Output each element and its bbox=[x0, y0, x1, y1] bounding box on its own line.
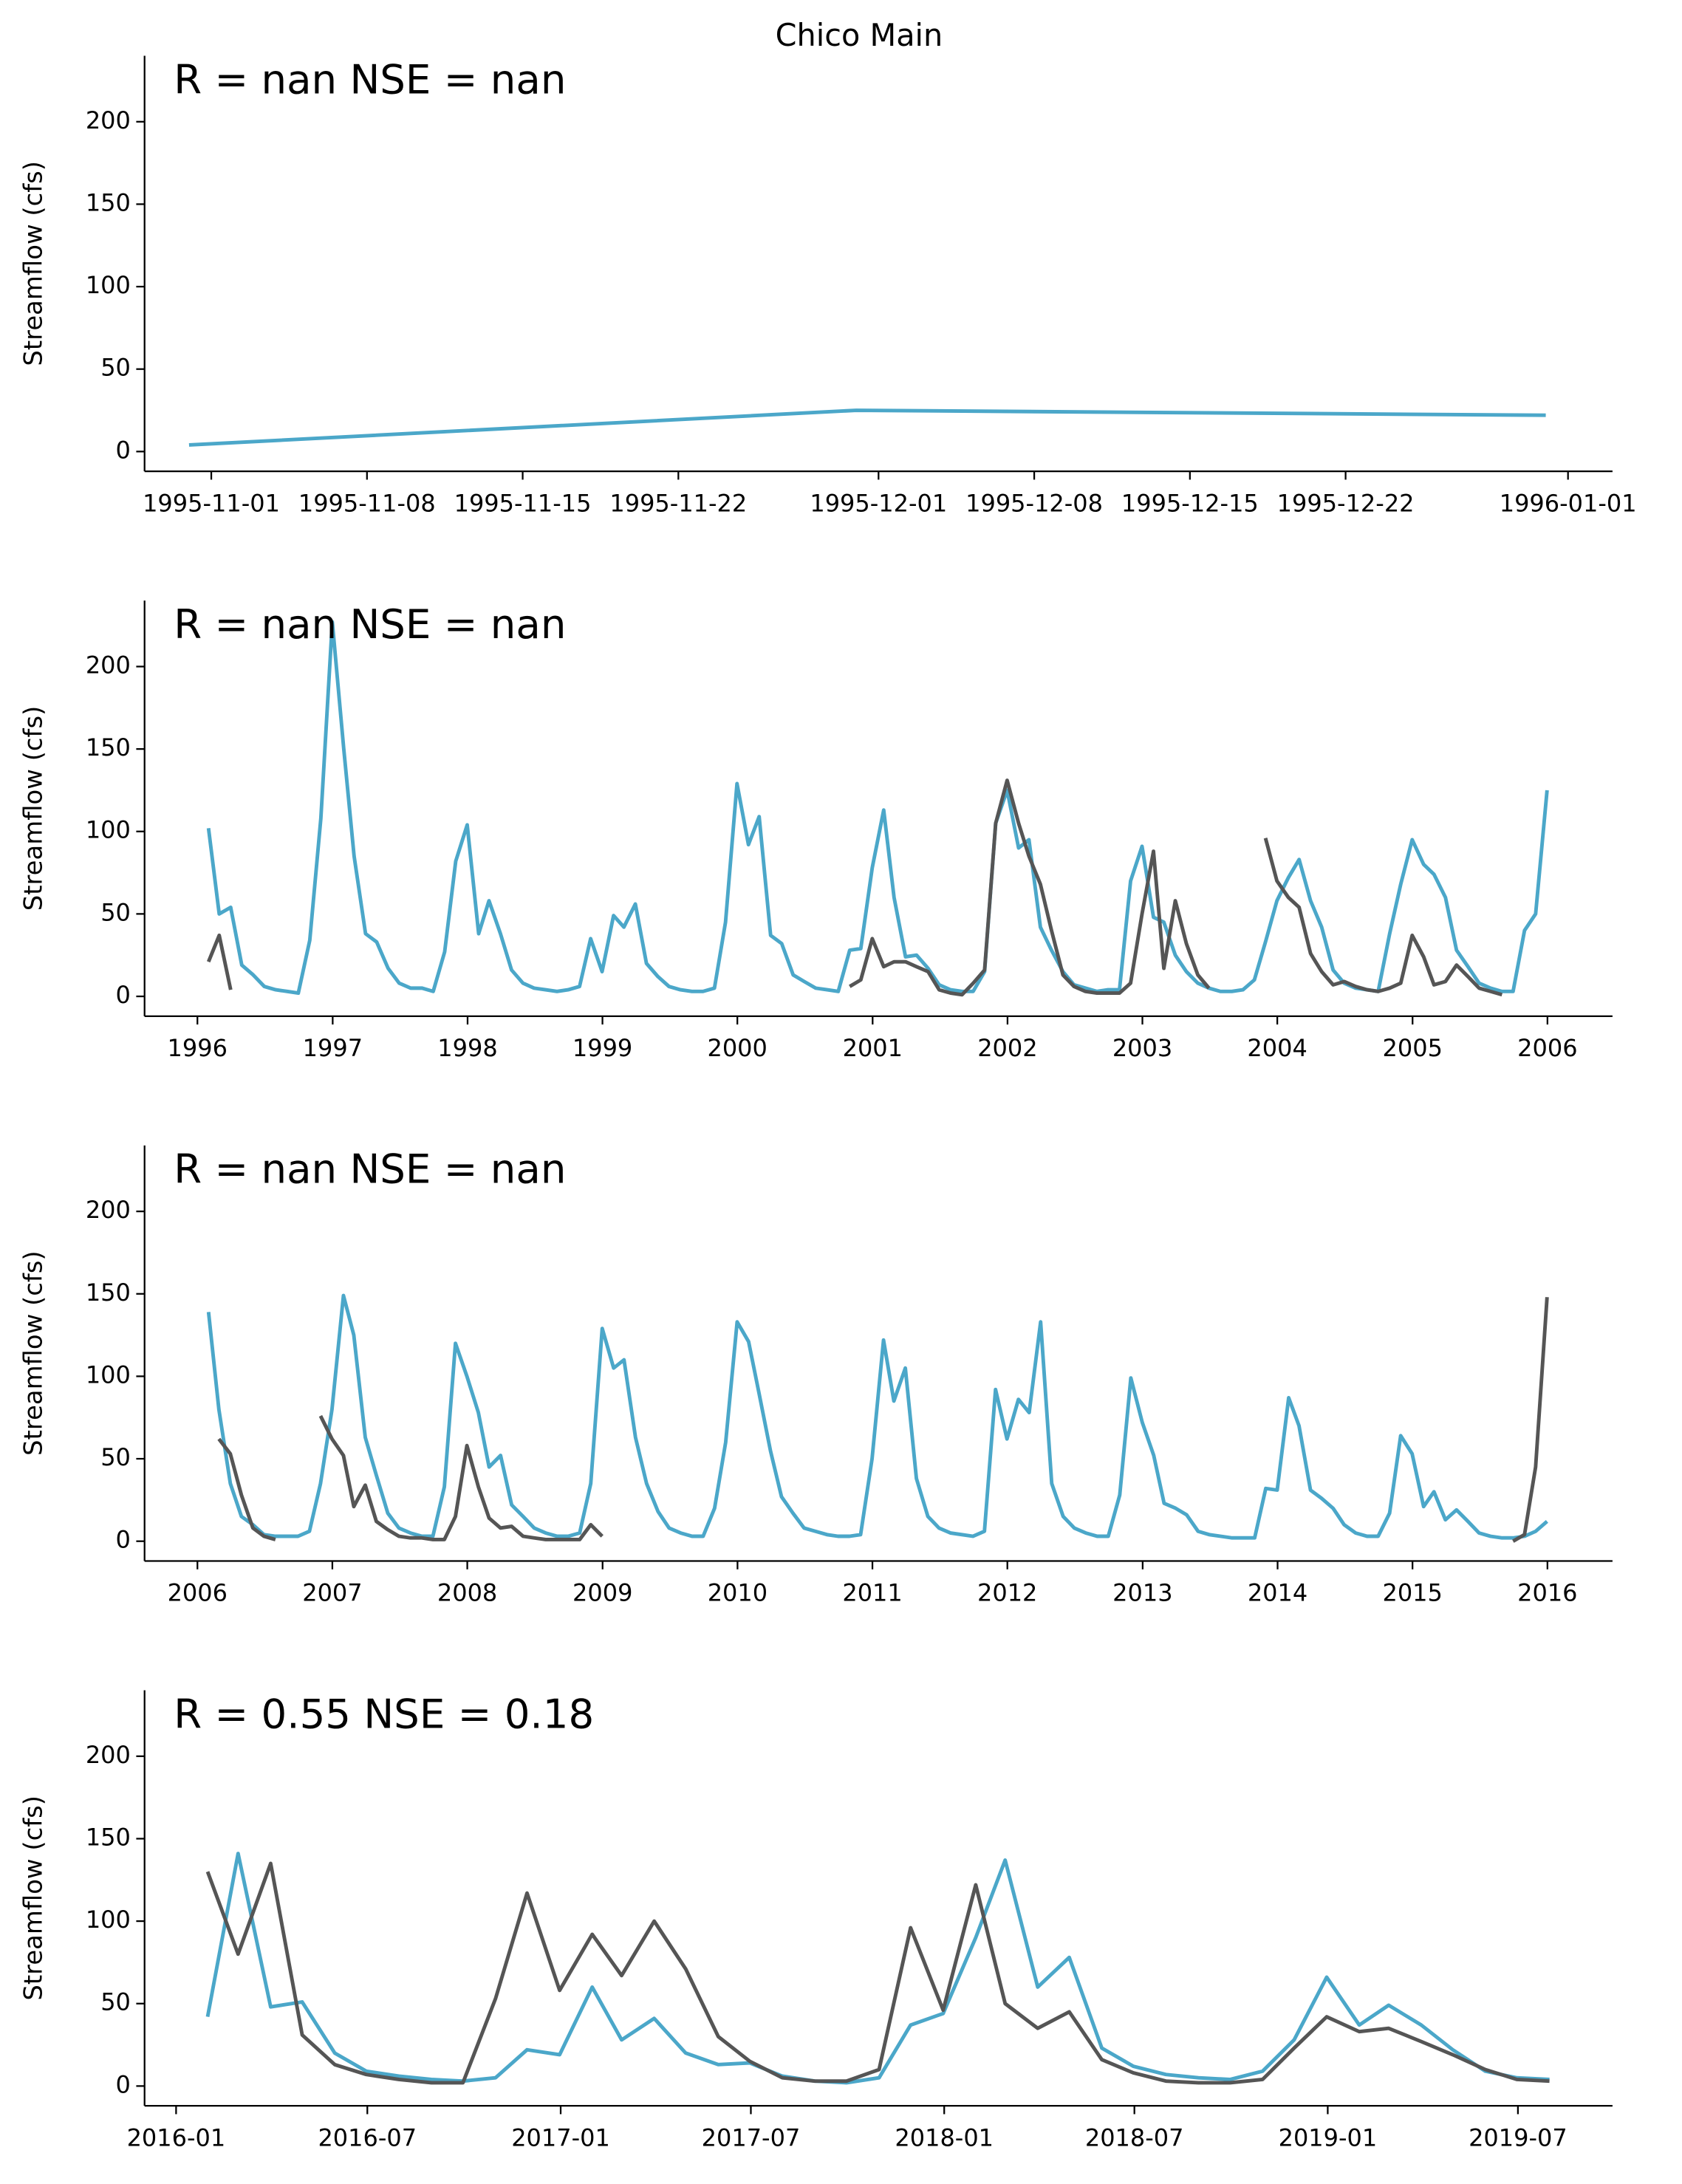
x-tick-label: 2009 bbox=[572, 1579, 632, 1607]
x-tick-label: 2001 bbox=[843, 1034, 903, 1062]
annotation: R = nan NSE = nan bbox=[174, 55, 566, 103]
x-tick-label: 2004 bbox=[1247, 1034, 1307, 1062]
series-line bbox=[206, 620, 1549, 996]
y-tick-label: 150 bbox=[86, 188, 131, 216]
y-tick-label: 150 bbox=[86, 733, 131, 761]
y-tick-label: 50 bbox=[100, 1443, 131, 1471]
x-tick-label: 1996 bbox=[168, 1034, 228, 1062]
x-tick-label: 1997 bbox=[303, 1034, 363, 1062]
x-tick-label: 2003 bbox=[1112, 1034, 1172, 1062]
x-tick-label: 2005 bbox=[1383, 1034, 1443, 1062]
series-line bbox=[206, 1293, 1548, 1540]
x-tick-label: 2018-07 bbox=[1085, 2123, 1184, 2152]
x-tick-label: 2018-01 bbox=[895, 2123, 994, 2152]
x-tick-label: 1995-12-22 bbox=[1277, 489, 1415, 517]
x-tick-label: 2015 bbox=[1382, 1579, 1442, 1607]
y-tick-label: 200 bbox=[86, 106, 131, 134]
y-tick-label: 100 bbox=[86, 1906, 131, 1934]
x-tick-label: 2006 bbox=[1517, 1034, 1577, 1062]
x-tick-label: 1995-11-15 bbox=[454, 489, 592, 517]
x-tick-label: 1999 bbox=[572, 1034, 632, 1062]
annotation: R = 0.55 NSE = 0.18 bbox=[174, 1690, 594, 1737]
annotation: R = nan NSE = nan bbox=[174, 1146, 566, 1193]
series-line bbox=[217, 1297, 1549, 1543]
y-tick-label: 150 bbox=[86, 1278, 131, 1307]
x-tick-label: 1995-11-22 bbox=[609, 489, 747, 517]
x-tick-label: 2000 bbox=[707, 1034, 767, 1062]
y-tick-label: 50 bbox=[100, 354, 131, 382]
y-tick-label: 50 bbox=[100, 1988, 131, 2016]
x-tick-label: 2002 bbox=[977, 1034, 1037, 1062]
series-line bbox=[205, 1861, 1550, 2085]
x-tick-label: 1995-11-01 bbox=[143, 489, 280, 517]
annotation: R = nan NSE = nan bbox=[174, 600, 566, 648]
x-tick-label: 2017-07 bbox=[702, 2123, 801, 2152]
y-tick-label: 100 bbox=[86, 816, 131, 844]
series-line bbox=[188, 408, 1546, 447]
x-tick-label: 1996-01-01 bbox=[1500, 489, 1637, 517]
series-line bbox=[206, 778, 1503, 997]
x-tick-label: 2012 bbox=[977, 1579, 1037, 1607]
y-tick-label: 0 bbox=[116, 436, 131, 464]
x-tick-label: 1995-12-15 bbox=[1121, 489, 1259, 517]
y-tick-label: 150 bbox=[86, 1823, 131, 1851]
y-axis-label: Streamflow (cfs) bbox=[19, 1796, 48, 2001]
figure-title: Chico Main bbox=[776, 18, 943, 53]
x-tick-label: 1995-12-08 bbox=[965, 489, 1103, 517]
y-tick-label: 100 bbox=[86, 1360, 131, 1389]
x-tick-label: 2011 bbox=[842, 1579, 902, 1607]
y-tick-label: 200 bbox=[86, 651, 131, 679]
x-tick-label: 2007 bbox=[302, 1579, 362, 1607]
x-tick-label: 1995-12-01 bbox=[810, 489, 947, 517]
y-axis-label: Streamflow (cfs) bbox=[19, 706, 48, 911]
x-tick-label: 2006 bbox=[168, 1579, 228, 1607]
y-tick-label: 200 bbox=[86, 1196, 131, 1224]
y-tick-label: 50 bbox=[100, 898, 131, 926]
x-tick-label: 2019-01 bbox=[1279, 2123, 1378, 2152]
y-axis-label: Streamflow (cfs) bbox=[19, 1250, 48, 1456]
y-tick-label: 0 bbox=[116, 1526, 131, 1554]
x-tick-label: 2016-01 bbox=[127, 2123, 226, 2152]
x-tick-label: 1998 bbox=[437, 1034, 497, 1062]
x-tick-label: 2016 bbox=[1517, 1579, 1577, 1607]
x-tick-label: 2019-07 bbox=[1469, 2123, 1568, 2152]
x-tick-label: 1995-11-08 bbox=[298, 489, 436, 517]
x-tick-label: 2016-07 bbox=[318, 2123, 417, 2152]
x-tick-label: 2010 bbox=[708, 1579, 768, 1607]
x-tick-label: 2008 bbox=[437, 1579, 497, 1607]
y-tick-label: 0 bbox=[116, 981, 131, 1009]
x-tick-label: 2014 bbox=[1248, 1579, 1307, 1607]
y-tick-label: 0 bbox=[116, 2070, 131, 2098]
y-axis-label: Streamflow (cfs) bbox=[19, 161, 48, 366]
series-line bbox=[205, 1852, 1550, 2085]
y-tick-label: 100 bbox=[86, 271, 131, 299]
x-tick-label: 2017-01 bbox=[511, 2123, 610, 2152]
y-tick-label: 200 bbox=[86, 1741, 131, 1769]
x-tick-label: 2013 bbox=[1112, 1579, 1172, 1607]
